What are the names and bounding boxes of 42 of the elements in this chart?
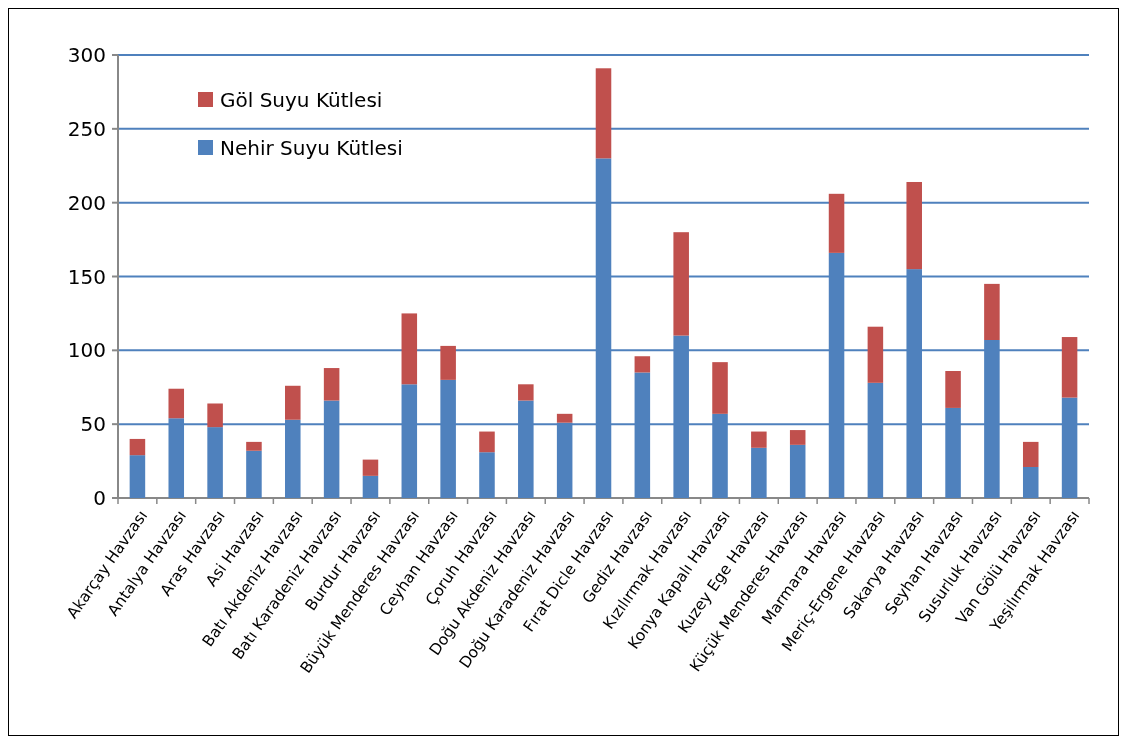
bar [751, 431, 767, 448]
bar [246, 450, 262, 498]
bar [945, 371, 961, 408]
bar [168, 388, 185, 419]
y-tick-label: 250 [67, 116, 106, 141]
bar [712, 362, 728, 414]
bar [751, 447, 767, 498]
bar [673, 232, 689, 336]
bar [634, 356, 651, 373]
legend-label: Göl Suyu Kütlesi [220, 88, 383, 112]
bar [362, 459, 379, 476]
bar [362, 475, 379, 498]
bar [401, 313, 418, 385]
bar [518, 384, 534, 401]
bar [1061, 337, 1078, 398]
bar [595, 68, 612, 159]
bar [246, 441, 262, 451]
bar [207, 427, 223, 498]
bar [984, 283, 1000, 340]
bar [867, 326, 884, 383]
bar [906, 181, 922, 270]
bar [789, 444, 806, 498]
bar [789, 430, 806, 445]
bar [479, 431, 495, 453]
y-tick-label: 150 [67, 264, 106, 289]
bar [556, 413, 573, 423]
bar [440, 345, 456, 380]
bar [828, 193, 845, 253]
y-tick-label: 200 [67, 190, 106, 215]
bar [1022, 466, 1039, 498]
bar [1022, 441, 1039, 467]
bar [129, 455, 146, 498]
bar [129, 438, 146, 456]
bar [285, 385, 301, 420]
bar [207, 403, 223, 428]
y-tick-label: 100 [67, 338, 106, 363]
y-tick-label: 0 [93, 486, 106, 510]
bar [479, 452, 495, 498]
bar [323, 368, 340, 401]
legend-label: Nehir Suyu Kütlesi [220, 136, 403, 160]
y-tick-label: 50 [80, 412, 106, 437]
y-tick-label: 300 [67, 43, 106, 67]
